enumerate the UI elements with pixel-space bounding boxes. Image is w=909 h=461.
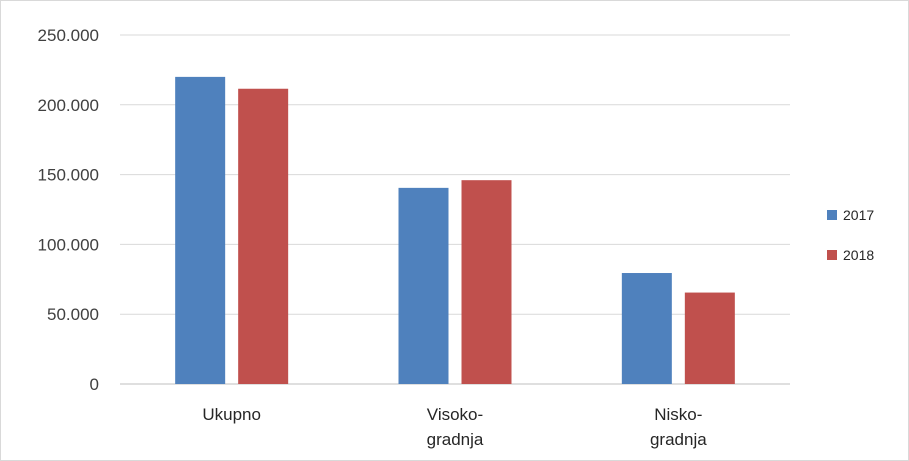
y-tick-label: 250.000	[38, 26, 99, 45]
gridlines	[120, 34, 790, 385]
y-tick-label: 200.000	[38, 96, 99, 115]
x-axis-categories: Ukupno Visoko-gradnja Nisko-gradnja	[202, 405, 707, 449]
legend-label-2018: 2018	[843, 247, 874, 263]
x-category-label: gradnja	[427, 430, 484, 449]
legend-swatch-2017	[827, 210, 837, 220]
y-tick-label: 100.000	[38, 235, 99, 254]
bar-2017	[398, 187, 449, 384]
legend: 2017 2018	[827, 207, 874, 263]
bars	[175, 76, 735, 384]
bar-2018	[238, 88, 289, 384]
legend-label-2017: 2017	[843, 207, 874, 223]
x-category-label: Nisko-	[654, 405, 702, 424]
legend-swatch-2018	[827, 250, 837, 260]
y-tick-label: 50.000	[47, 305, 99, 324]
bar-2018	[684, 292, 735, 384]
x-category-label: Ukupno	[202, 405, 261, 424]
x-category-label: gradnja	[650, 430, 707, 449]
y-axis-ticks: 0 50.000 100.000 150.000 200.000 250.000	[38, 26, 99, 394]
x-category-label: Visoko-	[427, 405, 483, 424]
y-tick-label: 0	[90, 375, 99, 394]
bar-2018	[461, 180, 512, 384]
y-tick-label: 150.000	[38, 166, 99, 185]
bar-2017	[175, 76, 226, 384]
bar-2017	[621, 273, 672, 384]
